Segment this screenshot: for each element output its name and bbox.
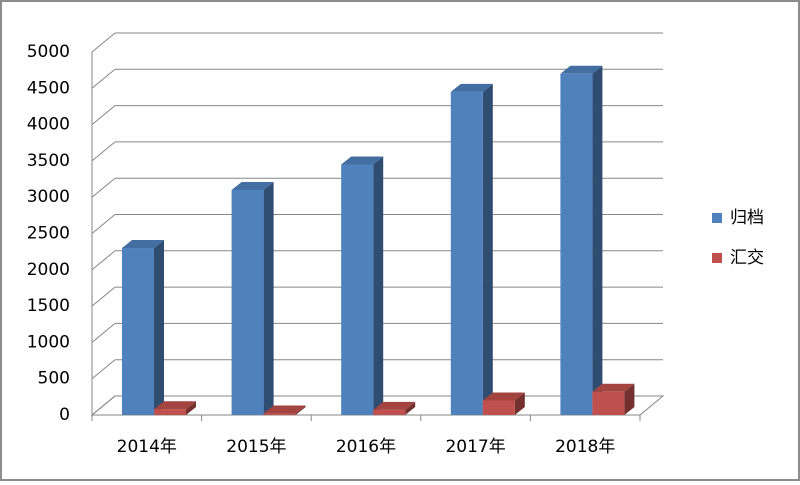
x-tick-label: 2017年 [445, 437, 505, 457]
x-tick-label: 2014年 [117, 437, 177, 457]
bar-top [231, 181, 274, 190]
grid-line-side [91, 105, 116, 125]
bar-side [592, 65, 603, 415]
bar-side [405, 401, 416, 415]
y-tick-label: 1000 [27, 332, 70, 352]
bar-side [624, 383, 635, 415]
bar-top [482, 392, 525, 401]
bar-top [373, 401, 416, 410]
grid-line-side [91, 359, 116, 380]
bar-side [295, 405, 306, 415]
bar [154, 409, 186, 415]
bar-side [514, 392, 525, 415]
y-tick-label: 4500 [27, 78, 70, 98]
y-tick-label: 2500 [27, 224, 70, 244]
bar-top [560, 65, 603, 74]
grid-line-side [91, 395, 116, 416]
grid-line-side [91, 323, 116, 343]
legend-swatch [712, 213, 722, 223]
y-tick-label: 5000 [27, 42, 70, 62]
bar-side [263, 181, 274, 415]
bar-side [186, 401, 196, 415]
grid-line-side [91, 177, 116, 198]
y-tick-label: 3000 [27, 187, 70, 207]
bar [450, 91, 483, 416]
legend-swatch [712, 253, 722, 263]
legend-label: 归档 [730, 208, 764, 228]
bar-side [482, 83, 493, 416]
bar [263, 413, 296, 415]
bar-top [122, 240, 164, 249]
bar [592, 391, 625, 415]
x-tick-label: 2016年 [336, 437, 396, 457]
legend-label: 汇交 [730, 248, 764, 268]
grid-line-side [91, 32, 116, 53]
bar [482, 400, 515, 415]
grid-line-side [91, 68, 116, 89]
grid-line-side [91, 214, 116, 234]
grid-line-side [91, 250, 116, 271]
bar [122, 248, 154, 415]
bar [560, 73, 593, 415]
bar-top [341, 156, 384, 165]
x-tick-label: 2015年 [226, 437, 286, 457]
bar-side [154, 240, 164, 415]
grid-line-side [91, 286, 116, 307]
y-tick-label: 2000 [27, 260, 70, 280]
grid-line-side [91, 141, 116, 162]
bar [231, 189, 264, 415]
bar [373, 409, 406, 415]
bar-top [592, 383, 635, 392]
x-tick-label: 2018年 [555, 437, 615, 457]
y-tick-label: 500 [38, 369, 70, 389]
bar-top [450, 83, 493, 92]
y-tick-label: 4000 [27, 115, 70, 135]
bar-top [263, 405, 306, 414]
y-tick-label: 1500 [27, 296, 70, 316]
bar-side [373, 156, 384, 415]
bar-top [154, 401, 196, 410]
bar [341, 164, 374, 415]
y-tick-label: 0 [59, 405, 70, 425]
y-tick-label: 3500 [27, 151, 70, 171]
